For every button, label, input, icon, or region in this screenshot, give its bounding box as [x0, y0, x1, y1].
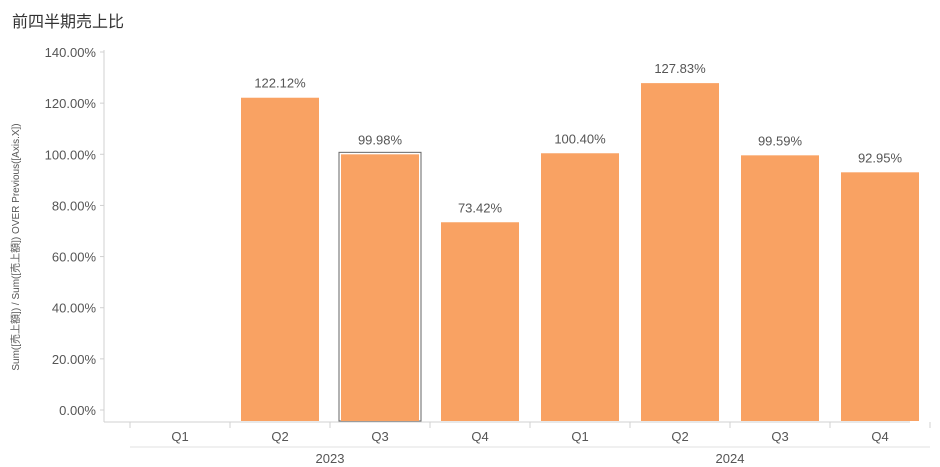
- x-category-label: Q1: [571, 429, 588, 444]
- data-label: 100.40%: [554, 131, 606, 146]
- chart-title: 前四半期売上比: [12, 12, 125, 31]
- x-category-label: Q2: [671, 429, 688, 444]
- data-label: 99.98%: [358, 132, 403, 147]
- bar: [241, 97, 319, 422]
- x-category-label: Q3: [371, 429, 388, 444]
- bar: [441, 222, 519, 421]
- data-label: 73.42%: [458, 200, 503, 215]
- data-label: 122.12%: [254, 76, 306, 91]
- x-group-label: 2023: [316, 451, 345, 466]
- x-category-label: Q1: [171, 429, 188, 444]
- y-tick-label: 0.00%: [59, 403, 96, 418]
- y-tick-label: 80.00%: [52, 198, 97, 213]
- x-category-label: Q3: [771, 429, 788, 444]
- y-tick-label: 120.00%: [45, 96, 97, 111]
- data-label: 92.95%: [858, 150, 903, 165]
- y-axis: 0.00% 20.00% 40.00% 60.00% 80.00% 100.00% 120.…: [45, 45, 105, 422]
- x-category-label: Q4: [471, 429, 488, 444]
- x-category-label: Q2: [271, 429, 288, 444]
- x-group-label: 2024: [716, 451, 745, 466]
- bar: [541, 153, 619, 421]
- x-category-label: Q4: [871, 429, 888, 444]
- bar: [341, 154, 419, 421]
- data-label: 99.59%: [758, 133, 803, 148]
- y-tick-label: 40.00%: [52, 301, 97, 316]
- y-tick-label: 100.00%: [45, 147, 97, 162]
- bar: [641, 83, 719, 422]
- bars: 122.12% 99.98% 73.42% 100.40% 127.83% 99.59% 9…: [241, 61, 919, 422]
- y-tick-label: 60.00%: [52, 250, 97, 265]
- y-tick-label: 20.00%: [52, 352, 97, 367]
- y-tick-label: 140.00%: [45, 45, 97, 60]
- x-axis: Q1 Q2 Q3 Q4 Q1 Q2 Q3 Q4 2023 2024: [104, 421, 931, 466]
- bar: [841, 172, 919, 421]
- data-label: 127.83%: [654, 61, 706, 76]
- bar: [741, 155, 819, 421]
- y-axis-title: Sum([売上額]) / Sum([売上額]) OVER Previous([A…: [9, 123, 22, 370]
